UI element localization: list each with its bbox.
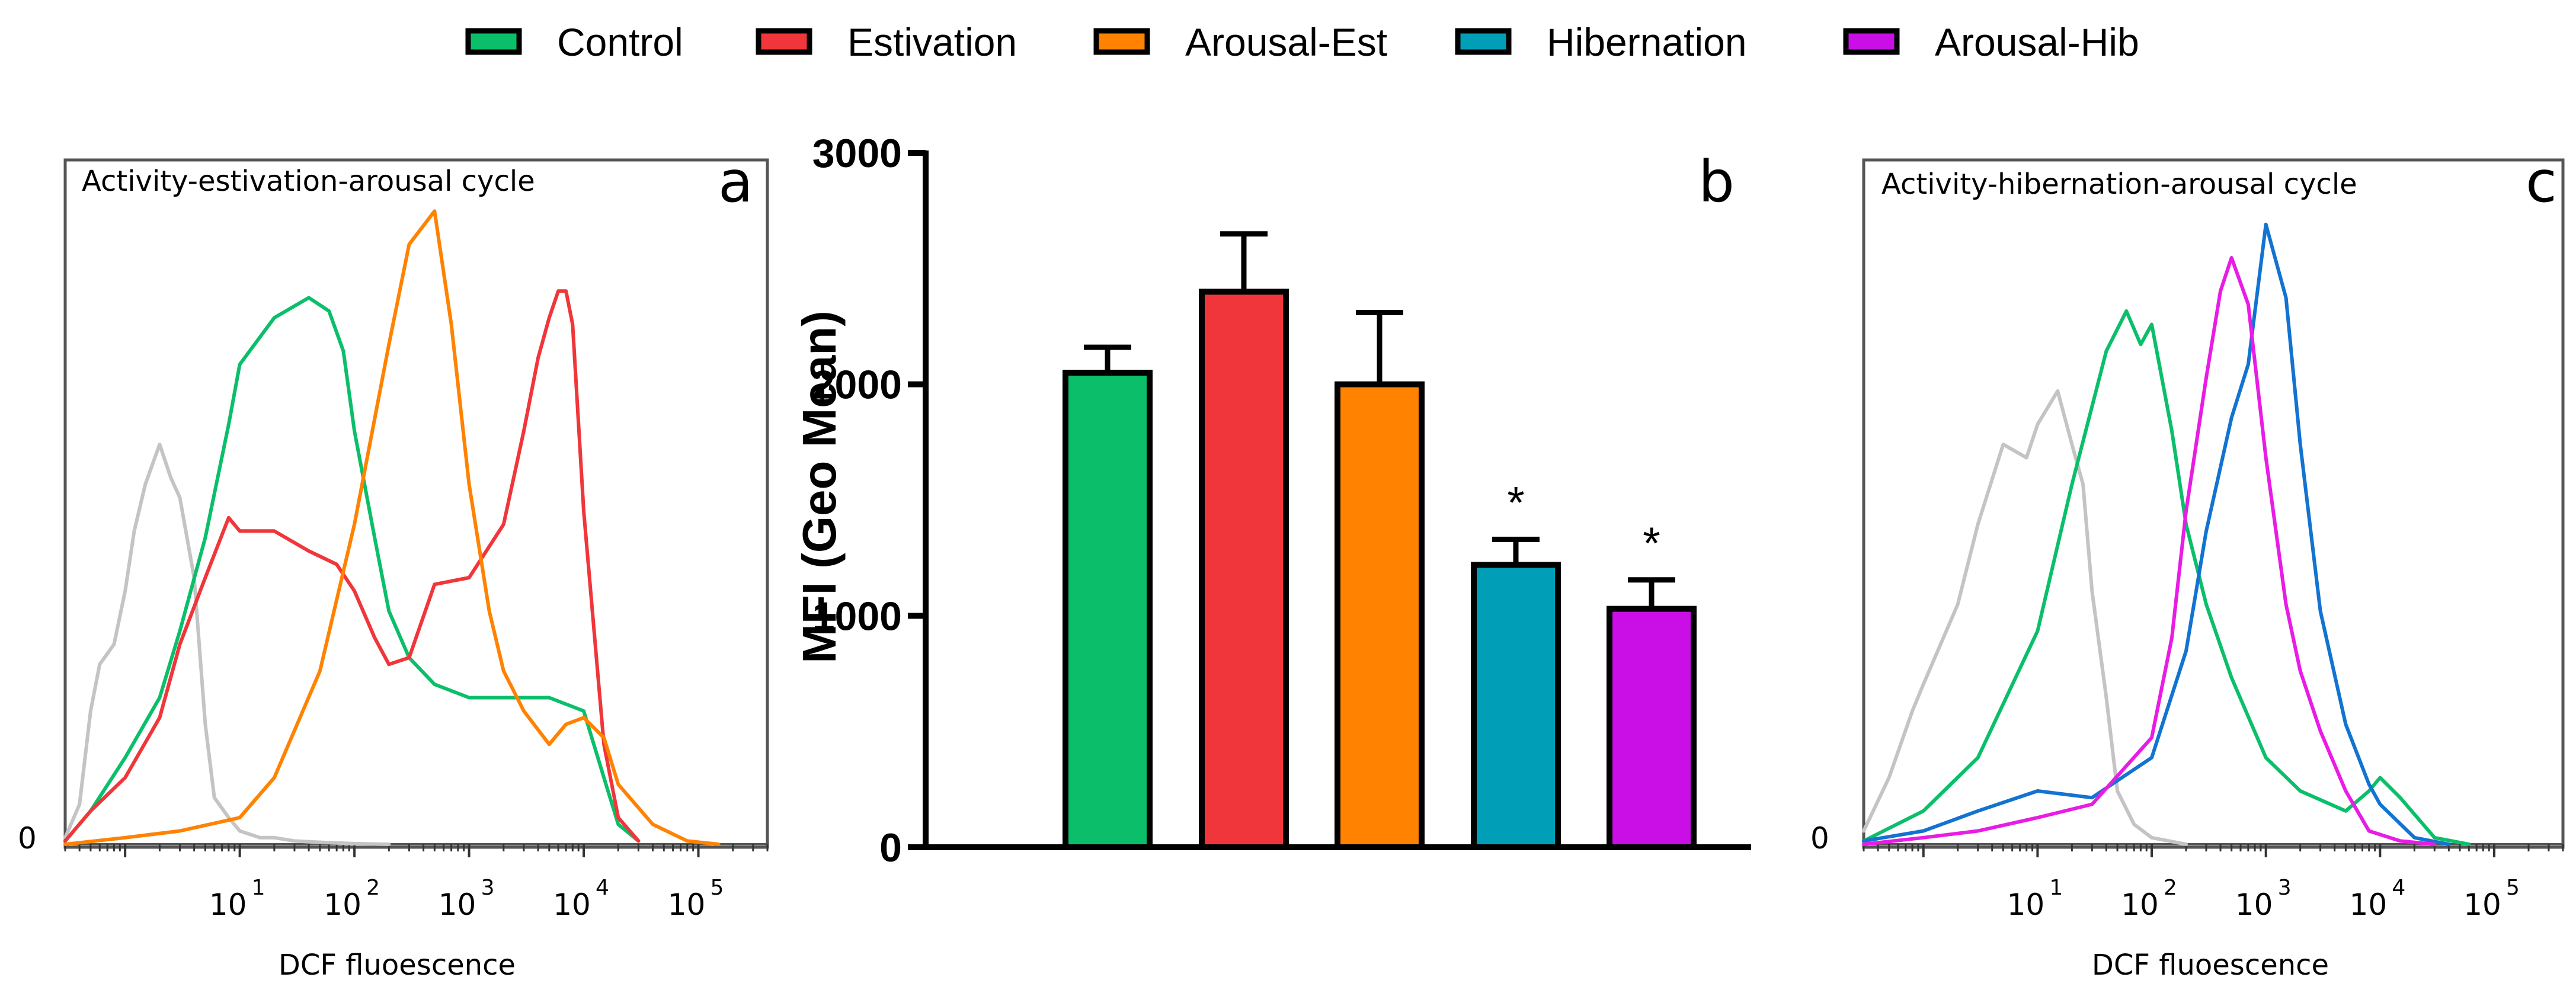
legend-label-control: Control xyxy=(557,20,683,64)
x-ticklabel-base: 10 xyxy=(668,888,706,922)
y-ticklabel: 1000 xyxy=(812,594,902,639)
x-ticklabel-base: 10 xyxy=(2350,888,2388,922)
bar-control xyxy=(1063,370,1153,850)
x-ticklabel-exp: 5 xyxy=(2506,876,2520,900)
panel-a-x-axis xyxy=(64,843,769,857)
significance-arousal-hib: * xyxy=(1643,518,1660,569)
legend-swatch-estivation xyxy=(756,28,812,55)
panel-a-histogram: Activity-estivation-arousal cycle a 0 10… xyxy=(18,149,769,982)
bar-estivation xyxy=(1199,289,1289,850)
y-ticklabel: 0 xyxy=(879,825,902,870)
bar-arousal-hib xyxy=(1607,606,1697,850)
legend-label-hibernation: Hibernation xyxy=(1547,20,1747,64)
x-ticklabel-exp: 1 xyxy=(2049,876,2063,900)
x-ticklabel-exp: 3 xyxy=(2278,876,2292,900)
x-ticklabel-exp: 5 xyxy=(711,876,724,900)
panel-b-letter: b xyxy=(1698,149,1735,215)
line-control xyxy=(1862,309,2471,846)
panel-c-ytick-zero: 0 xyxy=(1810,821,1829,856)
line-arousal-hib xyxy=(1862,256,2437,846)
x-ticklabel-exp: 4 xyxy=(596,876,609,900)
line-estivation xyxy=(63,289,641,843)
panel-a-series xyxy=(63,209,721,846)
legend-swatch-arousal-hib xyxy=(1843,28,1900,55)
legend-swatch-arousal-est xyxy=(1093,28,1150,55)
panel-c-title: Activity-hibernation-arousal cycle xyxy=(1881,168,2357,201)
bar-hibernation xyxy=(1471,562,1561,850)
line-control xyxy=(63,296,641,843)
x-ticklabel-base: 10 xyxy=(553,888,591,922)
line-arousal-est xyxy=(63,209,721,846)
y-ticklabel: 3000 xyxy=(812,131,902,176)
x-ticklabel-base: 10 xyxy=(2121,888,2159,922)
panel-a-title: Activity-estivation-arousal cycle xyxy=(82,165,535,198)
panel-c-xlabel: DCF fluoescence xyxy=(2092,949,2329,982)
x-ticklabel-exp: 2 xyxy=(2164,876,2177,900)
legend-label-arousal-est: Arousal-Est xyxy=(1185,20,1387,64)
panel-c-letter: c xyxy=(2526,149,2557,215)
legend-swatch-hibernation xyxy=(1455,28,1512,55)
line-hibernation xyxy=(1862,222,2451,846)
bar-arousal-est xyxy=(1335,381,1425,850)
x-ticklabel-base: 10 xyxy=(2463,888,2501,922)
x-ticklabel-base: 10 xyxy=(2235,888,2273,922)
panel-c-series xyxy=(1862,222,2471,846)
x-ticklabel-base: 10 xyxy=(439,888,476,922)
legend-label-arousal-hib: Arousal-Hib xyxy=(1935,20,2139,64)
significance-hibernation: * xyxy=(1507,478,1525,528)
panel-a-letter: a xyxy=(718,149,753,215)
line-unstained xyxy=(1862,389,2188,846)
panel-a-x-ticklabels: 10 1 10 2 10 3 10 4 10 5 xyxy=(209,876,724,922)
x-ticklabel-exp: 4 xyxy=(2392,876,2405,900)
x-ticklabel-exp: 3 xyxy=(481,876,495,900)
x-ticklabel-exp: 1 xyxy=(252,876,265,900)
panel-a-ytick-zero: 0 xyxy=(18,821,37,856)
panel-a-frame xyxy=(63,158,769,849)
y-ticklabel: 2000 xyxy=(812,363,902,408)
x-ticklabel-base: 10 xyxy=(2007,888,2045,922)
panel-c-x-ticklabels: 10 1 10 2 10 3 10 4 10 5 xyxy=(2007,876,2520,922)
legend-label-estivation: Estivation xyxy=(847,20,1017,64)
line-unstained xyxy=(63,443,391,846)
x-ticklabel-base: 10 xyxy=(209,888,247,922)
panel-c-frame xyxy=(1862,158,2565,849)
legend-swatch-control xyxy=(465,28,522,55)
panel-a-xlabel: DCF fluoescence xyxy=(279,949,516,982)
panel-b-ylabel: MFI (Geo Mean) xyxy=(793,310,846,664)
panel-b-bars: ** xyxy=(1063,231,1697,850)
x-ticklabel-exp: 2 xyxy=(366,876,380,900)
legend: Control Estivation Arousal-Est Hibernation A… xyxy=(465,20,2139,64)
panel-c-histogram: Activity-hibernation-arousal cycle c 0 1… xyxy=(1810,149,2565,982)
x-ticklabel-base: 10 xyxy=(324,888,361,922)
